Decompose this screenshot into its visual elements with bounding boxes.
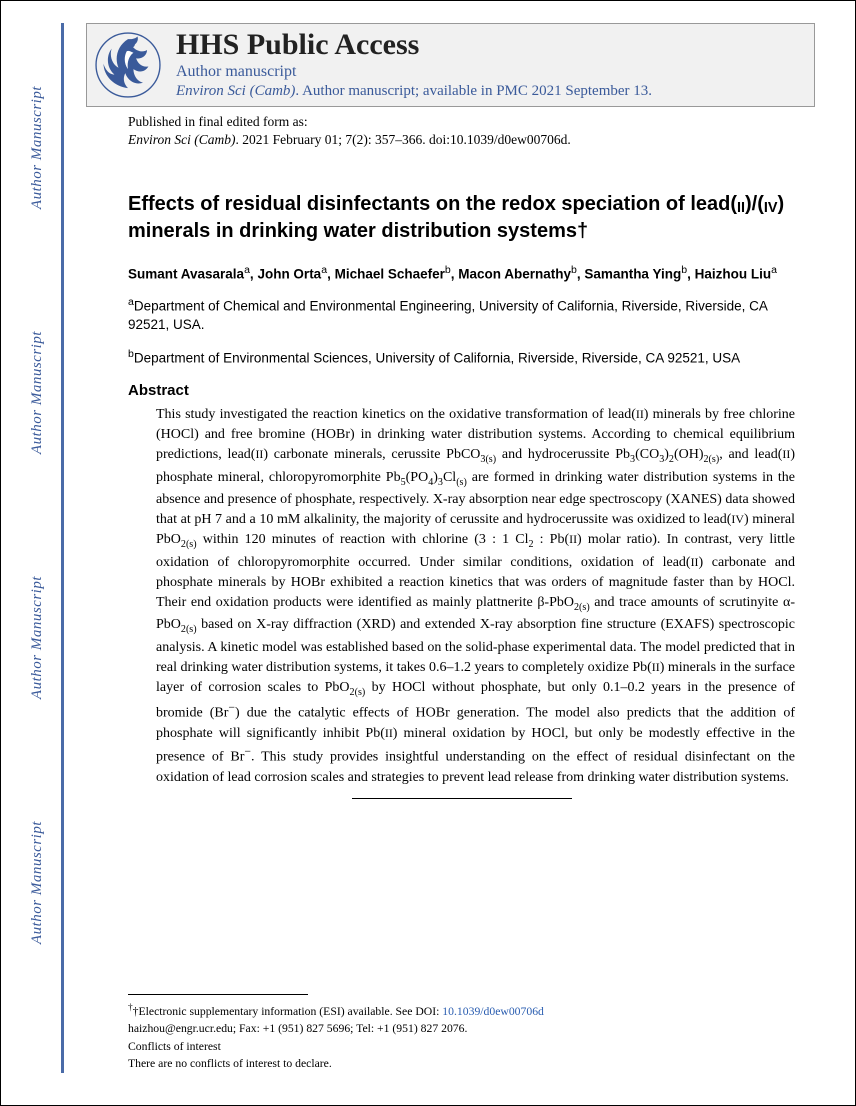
- author: Samantha Ying: [584, 267, 681, 282]
- title-smallcap: II: [737, 200, 745, 216]
- publication-info: Published in final edited form as: Envir…: [128, 113, 815, 149]
- content-frame: HHS Public Access Author manuscript Envi…: [61, 23, 815, 1073]
- header-journal-line: Environ Sci (Camb). Author manuscript; a…: [176, 82, 804, 101]
- header-banner: HHS Public Access Author manuscript Envi…: [86, 23, 815, 107]
- header-avail: . Author manuscript; available in PMC 20…: [295, 83, 652, 99]
- title-part: )/(: [745, 193, 764, 215]
- author: John Orta: [257, 267, 321, 282]
- footnotes: ††Electronic supplementary information (…: [128, 994, 795, 1073]
- divider: [352, 798, 572, 799]
- title-part: Effects of residual disinfectants on the…: [128, 193, 737, 215]
- pubinfo-journal: Environ Sci (Camb): [128, 132, 235, 147]
- pubinfo-citation: . 2021 February 01; 7(2): 357–366. doi:1…: [235, 132, 570, 147]
- affiliation: bDepartment of Environmental Sciences, U…: [128, 347, 795, 368]
- author: Macon Abernathy: [458, 267, 571, 282]
- author: Michael Schaefer: [335, 267, 445, 282]
- title-smallcap: IV: [764, 200, 778, 216]
- pubinfo-line1: Published in final edited form as:: [128, 113, 815, 131]
- footnote-text: †Electronic supplementary information (E…: [133, 1005, 443, 1018]
- pubinfo-line2: Environ Sci (Camb). 2021 February 01; 7(…: [128, 131, 815, 149]
- article-title: Effects of residual disinfectants on the…: [128, 191, 795, 245]
- author: Haizhou Liu: [695, 267, 772, 282]
- watermark-text: Author Manuscript: [29, 576, 46, 699]
- header-subtitle: Author manuscript: [176, 62, 804, 82]
- affiliation: aDepartment of Chemical and Environmenta…: [128, 295, 795, 335]
- abstract-heading: Abstract: [128, 382, 795, 399]
- watermark-text: Author Manuscript: [29, 821, 46, 944]
- footnote-contact: haizhou@engr.ucr.edu; Fax: +1 (951) 827 …: [128, 1020, 795, 1038]
- doi-link[interactable]: 10.1039/d0ew00706d: [442, 1005, 544, 1018]
- header-journal: Environ Sci (Camb): [176, 83, 295, 99]
- conflicts-heading: Conflicts of interest: [128, 1038, 795, 1056]
- footnote-rule: [128, 994, 308, 995]
- conflicts-text: There are no conflicts of interest to de…: [128, 1055, 795, 1073]
- watermark-text: Author Manuscript: [29, 331, 46, 454]
- hhs-logo-icon: [92, 29, 164, 101]
- footnote-esi: ††Electronic supplementary information (…: [128, 1001, 795, 1020]
- author-list: Sumant Avasaralaa, John Ortaa, Michael S…: [128, 263, 795, 284]
- abstract-body: This study investigated the reaction kin…: [156, 405, 795, 788]
- author: Sumant Avasarala: [128, 267, 244, 282]
- watermark-text: Author Manuscript: [29, 86, 46, 209]
- header-title: HHS Public Access: [176, 29, 804, 61]
